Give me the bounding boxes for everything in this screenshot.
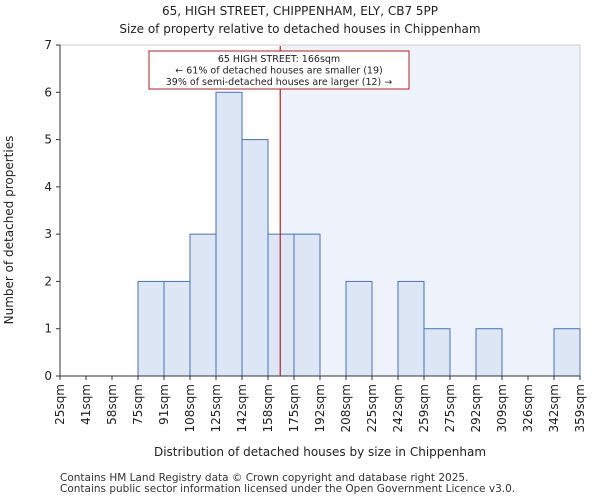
histogram-bar <box>293 233 321 377</box>
x-tick-label: 25sqm <box>53 384 67 425</box>
histogram-bar <box>345 280 373 377</box>
x-tick-label: 208sqm <box>339 384 353 432</box>
y-tick-label: 3 <box>44 227 52 241</box>
y-tick-label: 7 <box>44 38 52 52</box>
x-tick-label: 192sqm <box>313 384 327 432</box>
histogram-bar <box>553 328 581 377</box>
footer-line1: Contains HM Land Registry data © Crown c… <box>60 472 469 484</box>
histogram-bar <box>475 328 503 377</box>
histogram-bar <box>137 280 165 377</box>
histogram-bar <box>189 233 217 377</box>
x-tick-label: 125sqm <box>209 384 223 432</box>
x-tick-label: 41sqm <box>79 384 93 425</box>
histogram-bar <box>423 328 451 377</box>
footer: Contains HM Land Registry data © Crown c… <box>60 473 515 495</box>
x-tick-label: 342sqm <box>547 384 561 432</box>
y-tick-label: 1 <box>44 322 52 336</box>
x-tick-label: 275sqm <box>443 384 457 432</box>
x-tick-label: 108sqm <box>183 384 197 432</box>
annotation-line2: ← 61% of detached houses are smaller (19… <box>175 66 382 77</box>
x-tick-label: 175sqm <box>287 384 301 432</box>
x-tick-label: 225sqm <box>365 384 379 432</box>
y-tick-label: 2 <box>44 274 52 288</box>
y-axis-label: Number of detached properties <box>2 136 16 325</box>
annotation-line3: 39% of semi-detached houses are larger (… <box>166 77 393 88</box>
x-tick-label: 292sqm <box>469 384 483 432</box>
x-tick-label: 75sqm <box>131 384 145 425</box>
y-tick-label: 4 <box>44 180 52 194</box>
x-tick-label: 142sqm <box>235 384 249 432</box>
x-tick-label: 58sqm <box>105 384 119 425</box>
chart-title-line1: 65, HIGH STREET, CHIPPENHAM, ELY, CB7 5P… <box>162 4 438 18</box>
histogram-bar <box>397 280 425 377</box>
x-tick-label: 259sqm <box>417 384 431 432</box>
histogram-bar <box>163 280 191 377</box>
x-tick-label: 158sqm <box>261 384 275 432</box>
x-tick-label: 326sqm <box>521 384 535 432</box>
footer-line2: Contains public sector information licen… <box>60 483 516 495</box>
x-tick-label: 309sqm <box>495 384 509 432</box>
x-tick-label: 91sqm <box>157 384 171 425</box>
annotation-box <box>148 50 410 90</box>
histogram-bar <box>241 139 269 377</box>
x-axis-label: Distribution of detached houses by size … <box>154 445 486 459</box>
y-tick-label: 0 <box>44 369 52 383</box>
x-tick-label: 359sqm <box>573 384 587 432</box>
chart-title-line2: Size of property relative to detached ho… <box>119 22 480 36</box>
y-tick-label: 5 <box>44 133 52 147</box>
histogram-bar <box>267 233 295 377</box>
y-tick-label: 6 <box>44 85 52 99</box>
highlight-region <box>280 45 580 376</box>
annotation-line1: 65 HIGH STREET: 166sqm <box>218 54 340 65</box>
histogram-bar <box>215 91 243 377</box>
x-tick-label: 242sqm <box>391 384 405 432</box>
